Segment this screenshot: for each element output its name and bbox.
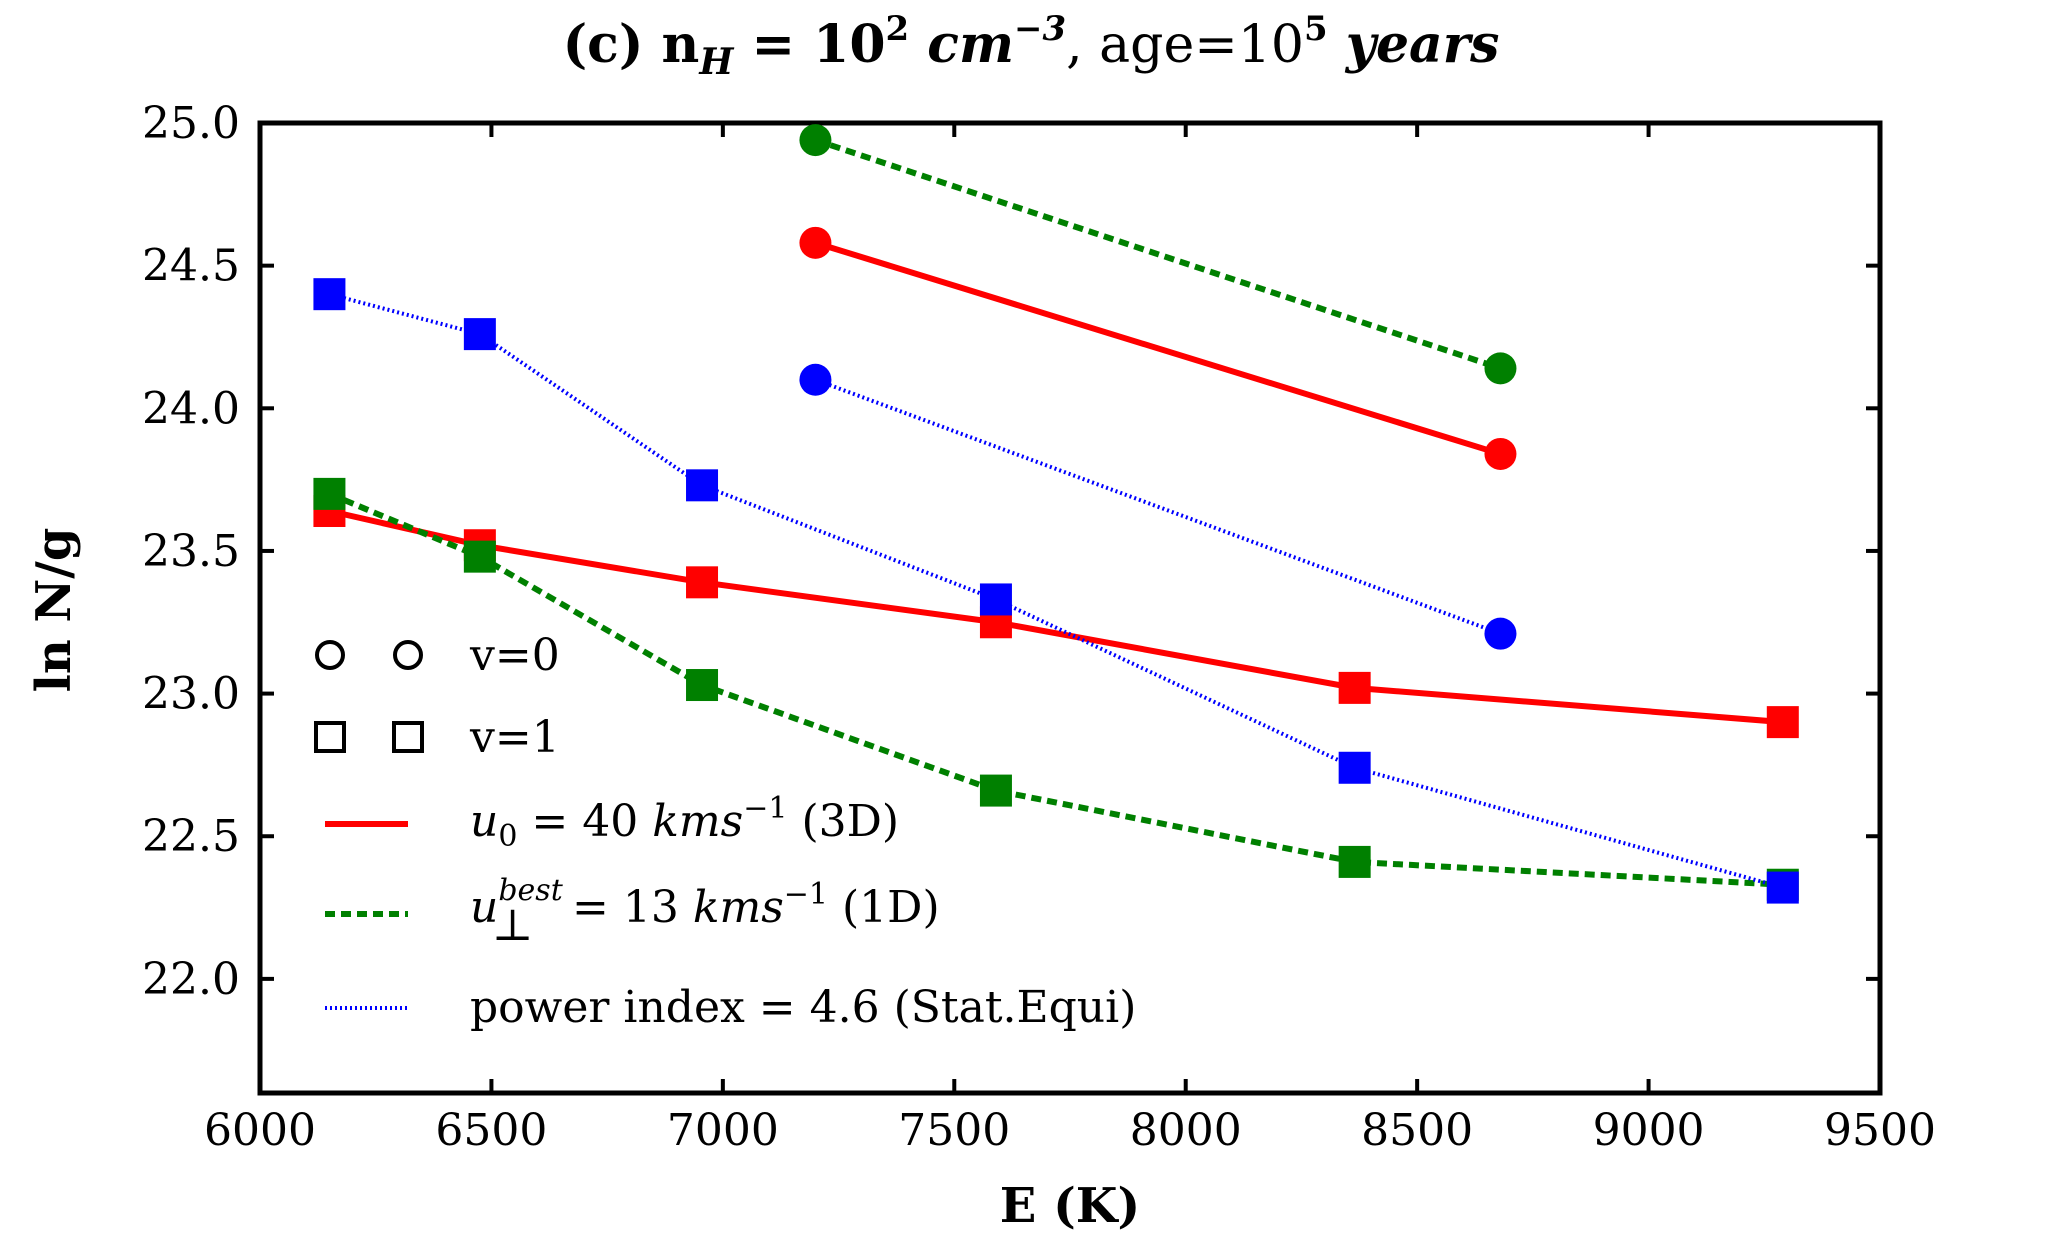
y-tick-label: 25.0 [142,98,240,149]
legend-v1-label: v=1 [469,712,560,763]
y-tick-label: 22.0 [142,954,240,1005]
x-tick-label: 8500 [1361,1105,1473,1156]
series-1-v0-point [1484,352,1517,385]
legend: v=0 v=1 u0 = 40 kms−1 (3D) ubest ⊥ = 13 … [314,630,1136,1033]
y-tick-label: 23.5 [142,526,240,577]
series-2-v0-point [799,363,832,396]
legend-green-label: ubest [470,873,564,933]
series-1-v1-point [313,477,346,510]
series-0-v0-point [1484,437,1517,470]
legend-square-marker [314,721,346,753]
series-2-v0-line [814,377,1502,636]
title-prefix: (c) n [563,14,700,75]
series-0-v0-line [814,239,1502,457]
ticks [258,121,1882,1093]
series-1-v1-point [463,540,496,573]
series-markers [313,124,1799,904]
series-1-v1-point [686,669,719,702]
legend-red-label: u0 = 40 kms−1 (3D) [470,791,899,854]
plot-frame [257,120,1883,1096]
y-tick-label: 24.5 [142,241,240,292]
tick-labels: 6000 6500 7000 7500 8000 8500 9000 9500 22.0 22.5… [142,98,1936,1156]
x-tick-label: 9000 [1593,1105,1705,1156]
legend-entry-v0: v=0 [315,630,560,681]
series-1-v1-line [328,491,1783,888]
x-tick-label: 7000 [667,1105,779,1156]
series-2-v1-point [979,583,1012,616]
x-tick-label: 6500 [435,1105,547,1156]
y-axis-title: ln N/g [26,528,82,693]
legend-entry-blue: power index = 4.6 (Stat.Equi) [325,982,1136,1033]
series-2-v1-point [1766,871,1799,904]
title-sub: H [698,41,734,83]
title-eq: = 10 [733,14,885,75]
series-2-v0-point [1484,617,1517,650]
x-tick-label: 8000 [1130,1105,1242,1156]
legend-entry-red: u0 = 40 kms−1 (3D) [325,791,899,854]
y-tick-label: 23.0 [142,669,240,720]
title-sup1: 2 [886,9,910,49]
y-tick-label: 24.0 [142,383,240,434]
legend-circle-marker [393,640,423,670]
series-1-v0-line [814,137,1502,372]
x-tick-label: 9500 [1824,1105,1936,1156]
title-years: years [1328,14,1500,75]
series-2-v1-line [328,292,1784,890]
legend-green-sub: ⊥ [492,900,533,951]
x-tick-label: 7500 [898,1105,1010,1156]
legend-entry-green: ubest ⊥ = 13 kms−1 (1D) [325,873,940,951]
series-0-v1-point [1338,671,1371,704]
legend-blue-label: power index = 4.6 (Stat.Equi) [470,982,1136,1033]
series-1-v1-point [979,774,1012,807]
x-tick-label: 6000 [204,1105,316,1156]
series-1-v0-point [799,124,832,157]
y-tick-label: 22.5 [142,811,240,862]
series-0-v1-point [686,566,719,599]
series-1-v1-point [1338,845,1371,878]
title-sup2: −3 [1014,9,1066,49]
legend-circle-marker [315,640,345,670]
series-2-v1-point [686,469,719,502]
legend-square-marker [392,721,424,753]
series-0-v1-point [1766,706,1799,739]
legend-green-rest: = 13 kms−1 (1D) [572,877,940,933]
title-age: , age=10 [1066,15,1304,75]
series-2-v1-point [463,318,496,351]
series-0-v1-line [328,508,1784,726]
x-axis-title: E (K) [1000,1178,1140,1234]
series-2-v1-point [1338,751,1371,784]
chart-title: (c) nH = 102 cm−3, age=105 years [563,9,1500,83]
series-0-v0-point [799,226,832,259]
title-sup3: 5 [1304,9,1328,49]
series-2-v1-point [313,278,346,311]
title-unit: cm [909,14,1014,75]
legend-v0-label: v=0 [469,630,560,681]
legend-entry-v1: v=1 [314,712,560,763]
series-lines [328,137,1784,890]
